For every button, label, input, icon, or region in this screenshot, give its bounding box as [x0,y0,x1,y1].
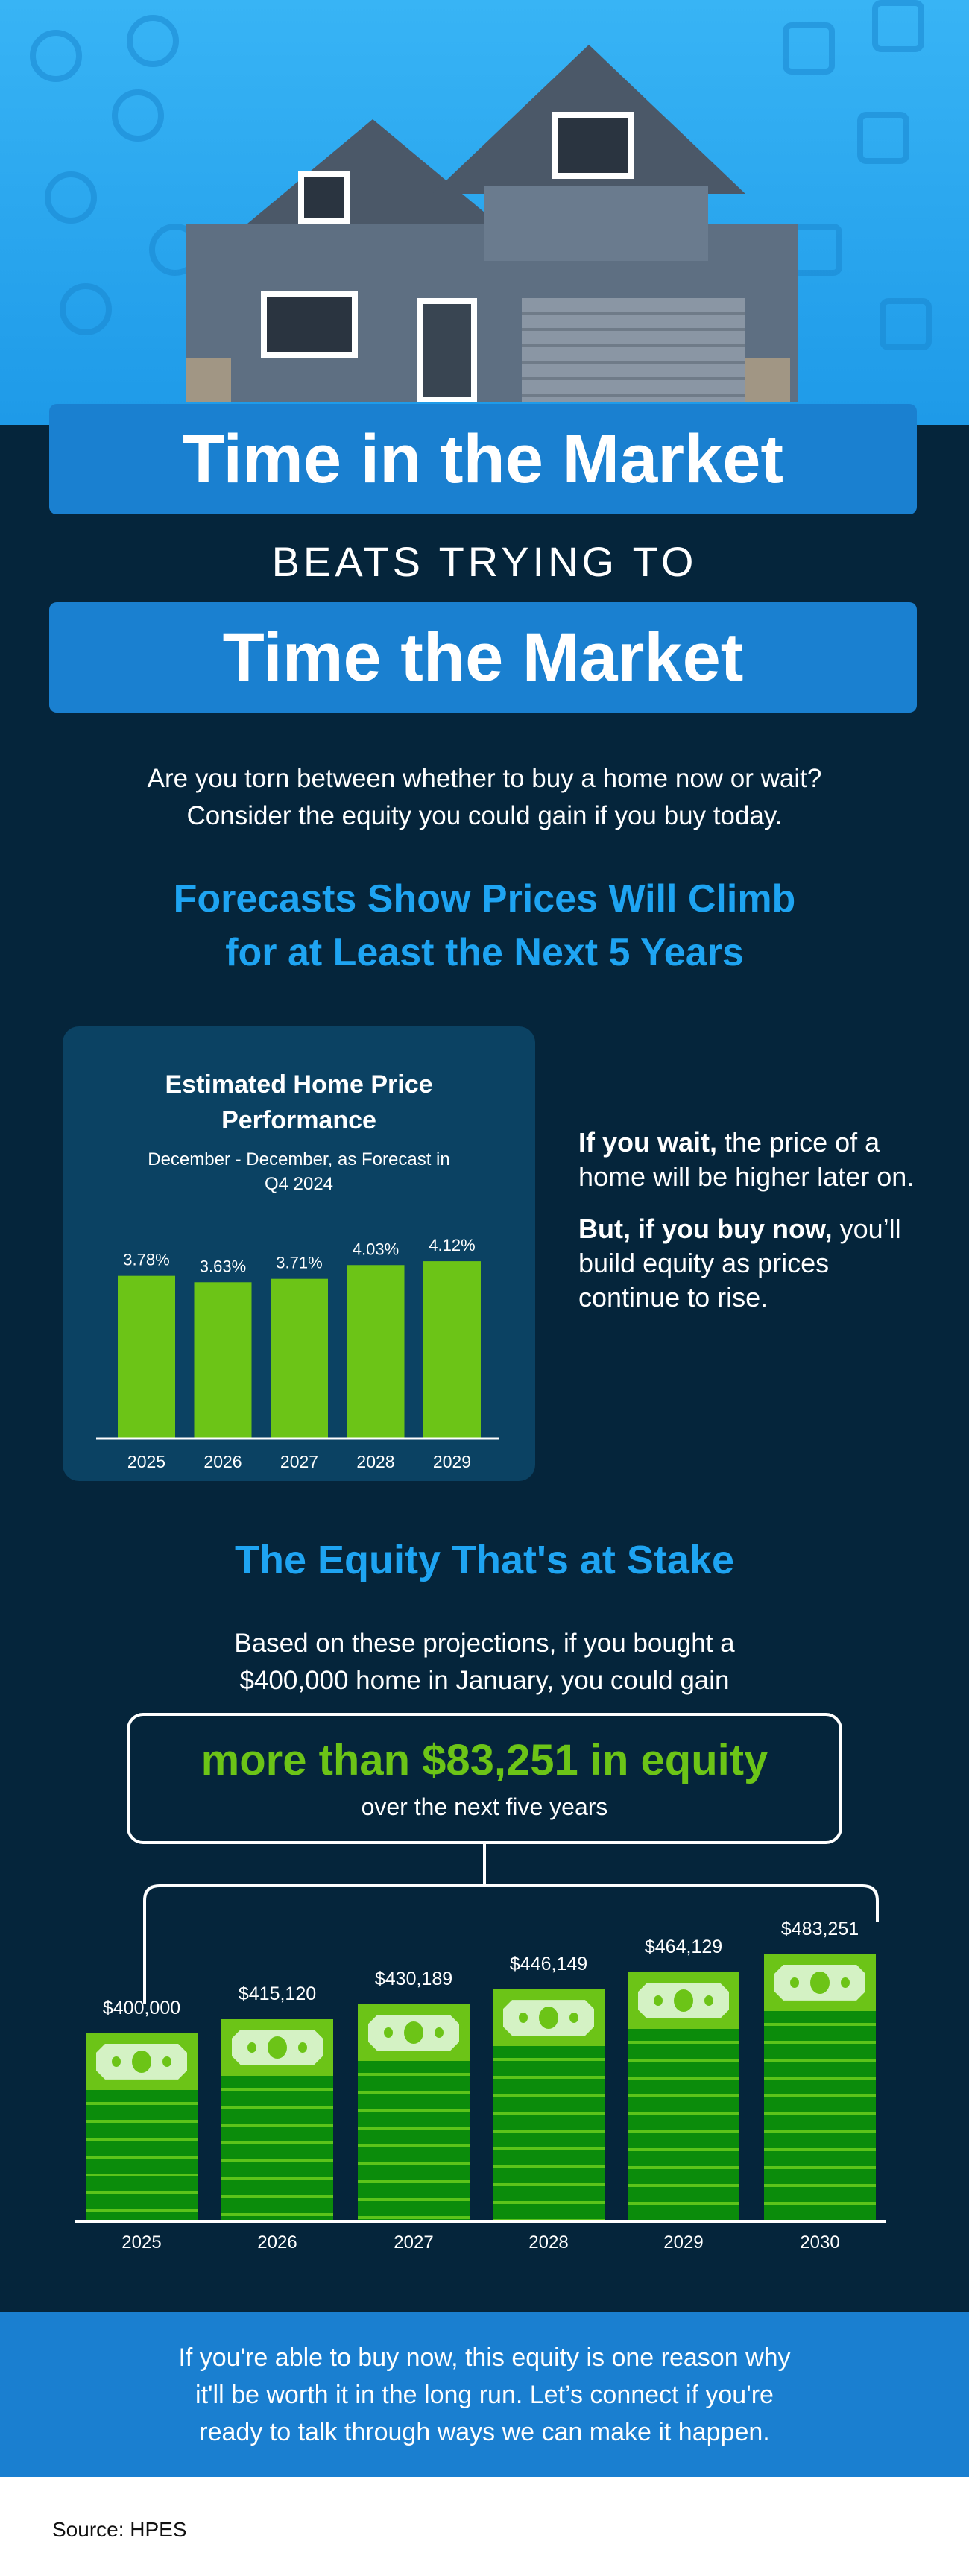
title-line-1: Time in the Market [49,404,917,514]
title-line-2: Time the Market [49,602,917,713]
data-label: 4.03% [353,1240,399,1258]
money-bar-2027 [358,2004,470,2220]
x-tick-label: 2027 [280,1452,318,1471]
money-bar-2025 [86,2033,198,2220]
intro-line: Are you torn between whether to buy a ho… [147,764,822,793]
source-area: Source: HPES [0,2477,969,2576]
footer-cta: If you're able to buy now, this equity i… [0,2312,969,2477]
dollar-bill-icon [232,2030,323,2065]
chart-subtitle: December - December, as Forecast in Q4 2… [148,1149,450,1194]
hero-house-image [0,0,969,425]
bold-text: But, if you buy now, [578,1213,833,1244]
bracket-connector [143,1844,879,2004]
equity-callout-box: more than $83,251 in equity over the nex… [127,1713,842,1844]
x-axis-line [75,2220,886,2223]
equity-headline: more than $83,251 in equity [201,1736,768,1784]
equity-intro: Based on these projections, if you bough… [0,1625,969,1699]
bar-2026 [194,1282,252,1438]
dollar-bill-icon [96,2044,187,2080]
x-tick-label: 2026 [203,1452,242,1471]
x-tick-label: 2029 [663,2232,704,2253]
equity-intro-line: $400,000 home in January, you could gain [239,1666,730,1695]
data-label: 3.78% [123,1251,169,1269]
x-tick-label: 2029 [433,1452,471,1471]
equity-heading: The Equity That's at Stake [235,1538,734,1582]
x-tick-label: 2028 [528,2232,569,2253]
x-tick-label: 2026 [257,2232,297,2253]
x-tick-label: 2028 [356,1452,394,1471]
title-middle: BEATS TRYING TO [271,538,698,585]
bold-text: If you wait, [578,1127,718,1158]
source-text: Source: HPES [52,2518,187,2541]
bar-2025 [118,1275,175,1438]
heading-line: for at Least the Next 5 Years [225,931,744,974]
data-label: 3.71% [276,1254,322,1272]
equity-intro-line: Based on these projections, if you bough… [234,1629,735,1658]
forecast-heading: Forecasts Show Prices Will Climb for at … [0,872,969,979]
footer-line: it'll be worth it in the long run. Let’s… [195,2381,774,2409]
heading-line: Forecasts Show Prices Will Climb [173,877,796,921]
data-label: 3.63% [200,1257,246,1275]
side-text-buy: But, if you buy now, you’ll build equity… [578,1212,929,1315]
money-bar-2028 [493,1989,605,2220]
footer-line: ready to talk through ways we can make i… [199,2418,770,2446]
dollar-bill-icon [368,2015,459,2051]
bar-2028 [347,1265,405,1438]
intro-line: Consider the equity you could gain if yo… [186,801,783,830]
price-bar-chart: 3.78% 2025 3.63% 2026 3.71% 2027 4.03% 2028 4.12… [96,1236,499,1471]
chart-title-text: Estimated Home Price Performance [165,1070,433,1134]
x-tick-label: 2027 [394,2232,434,2253]
text: you’ll build equity as prices continue t… [578,1213,901,1313]
bar-2029 [423,1261,481,1438]
side-text-wait: If you wait, the price of a home will be… [578,1126,929,1194]
data-label: 4.12% [429,1236,475,1254]
text: the price of a home will be higher later… [578,1127,915,1192]
equity-subline: over the next five years [361,1793,608,1820]
money-bar-2026 [221,2018,333,2220]
chart-title: Estimated Home Price Performance [63,1067,535,1138]
x-tick-label: 2025 [127,1452,165,1471]
side-text: If you wait, the price of a home will be… [578,1126,929,1315]
bar-2027 [271,1278,328,1438]
price-chart-card: Estimated Home Price Performance Decembe… [63,1026,535,1481]
x-tick-label: 2025 [121,2232,162,2253]
footer-line: If you're able to buy now, this equity i… [178,2343,791,2372]
intro-text: Are you torn between whether to buy a ho… [0,760,969,835]
x-tick-label: 2030 [800,2232,840,2253]
